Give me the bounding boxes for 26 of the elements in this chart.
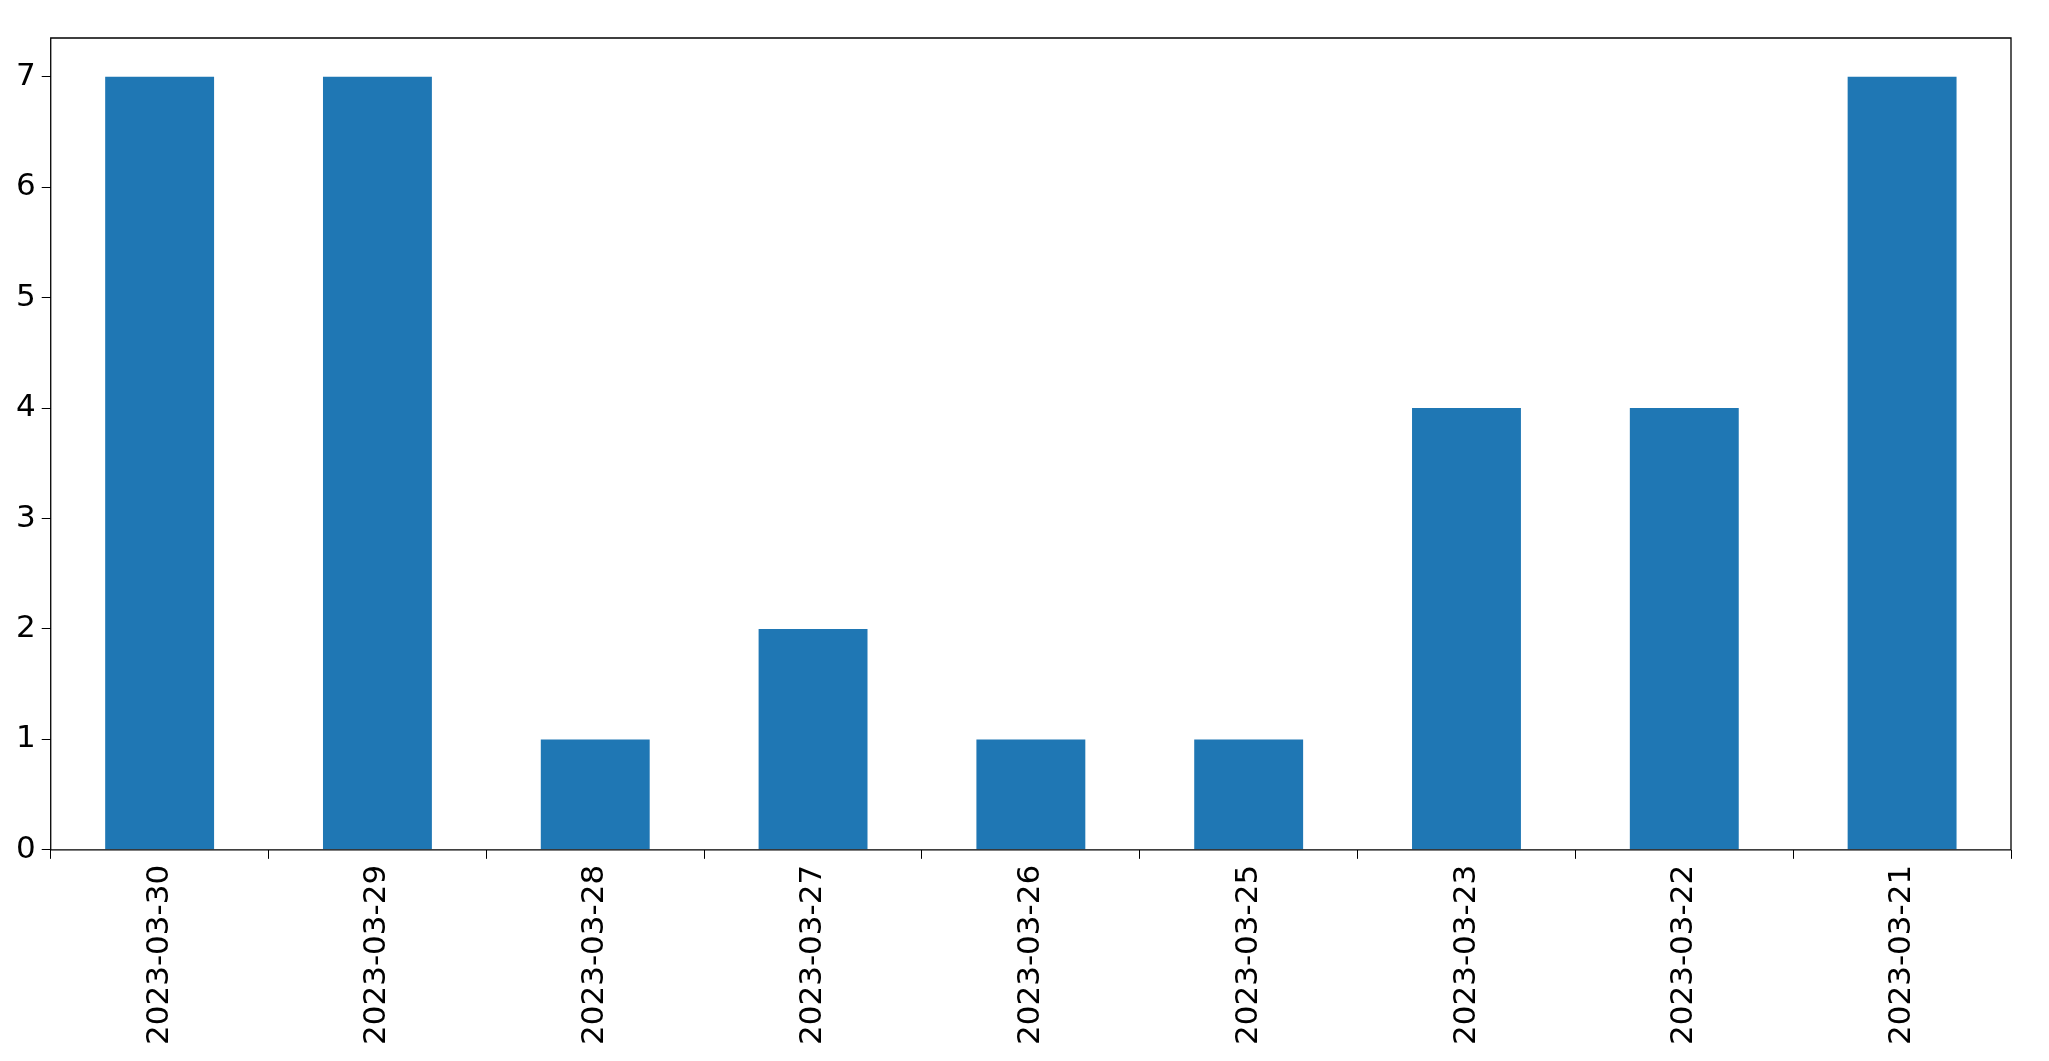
bar (322, 76, 432, 850)
y-tick-label: 7 (15, 55, 36, 92)
bar (1629, 408, 1739, 850)
bar (976, 739, 1086, 850)
y-tick-label: 0 (15, 828, 36, 865)
x-tick-label: 2023-03-26 (1009, 864, 1046, 1046)
y-tick-label: 2 (15, 607, 36, 644)
y-tick-label: 6 (15, 166, 36, 203)
x-tick-label: 2023-03-30 (138, 864, 175, 1046)
y-tick-label: 5 (15, 276, 36, 313)
bar (758, 628, 868, 850)
x-tick-label: 2023-03-21 (1881, 864, 1918, 1046)
bar (1412, 408, 1521, 850)
y-tick-label: 1 (15, 718, 36, 755)
x-tick-label: 2023-03-25 (1227, 864, 1264, 1046)
bar (105, 76, 215, 850)
x-tick-label: 2023-03-22 (1663, 864, 1700, 1046)
bar (1194, 739, 1304, 850)
bar (1847, 76, 1957, 850)
x-tick-label: 2023-03-27 (792, 864, 829, 1046)
bar (540, 739, 650, 850)
x-tick-label: 2023-03-28 (574, 864, 611, 1046)
y-tick-label: 4 (15, 387, 36, 424)
x-tick-label: 2023-03-23 (1445, 864, 1482, 1046)
y-tick-label: 3 (15, 497, 36, 534)
x-tick-label: 2023-03-29 (356, 864, 393, 1046)
